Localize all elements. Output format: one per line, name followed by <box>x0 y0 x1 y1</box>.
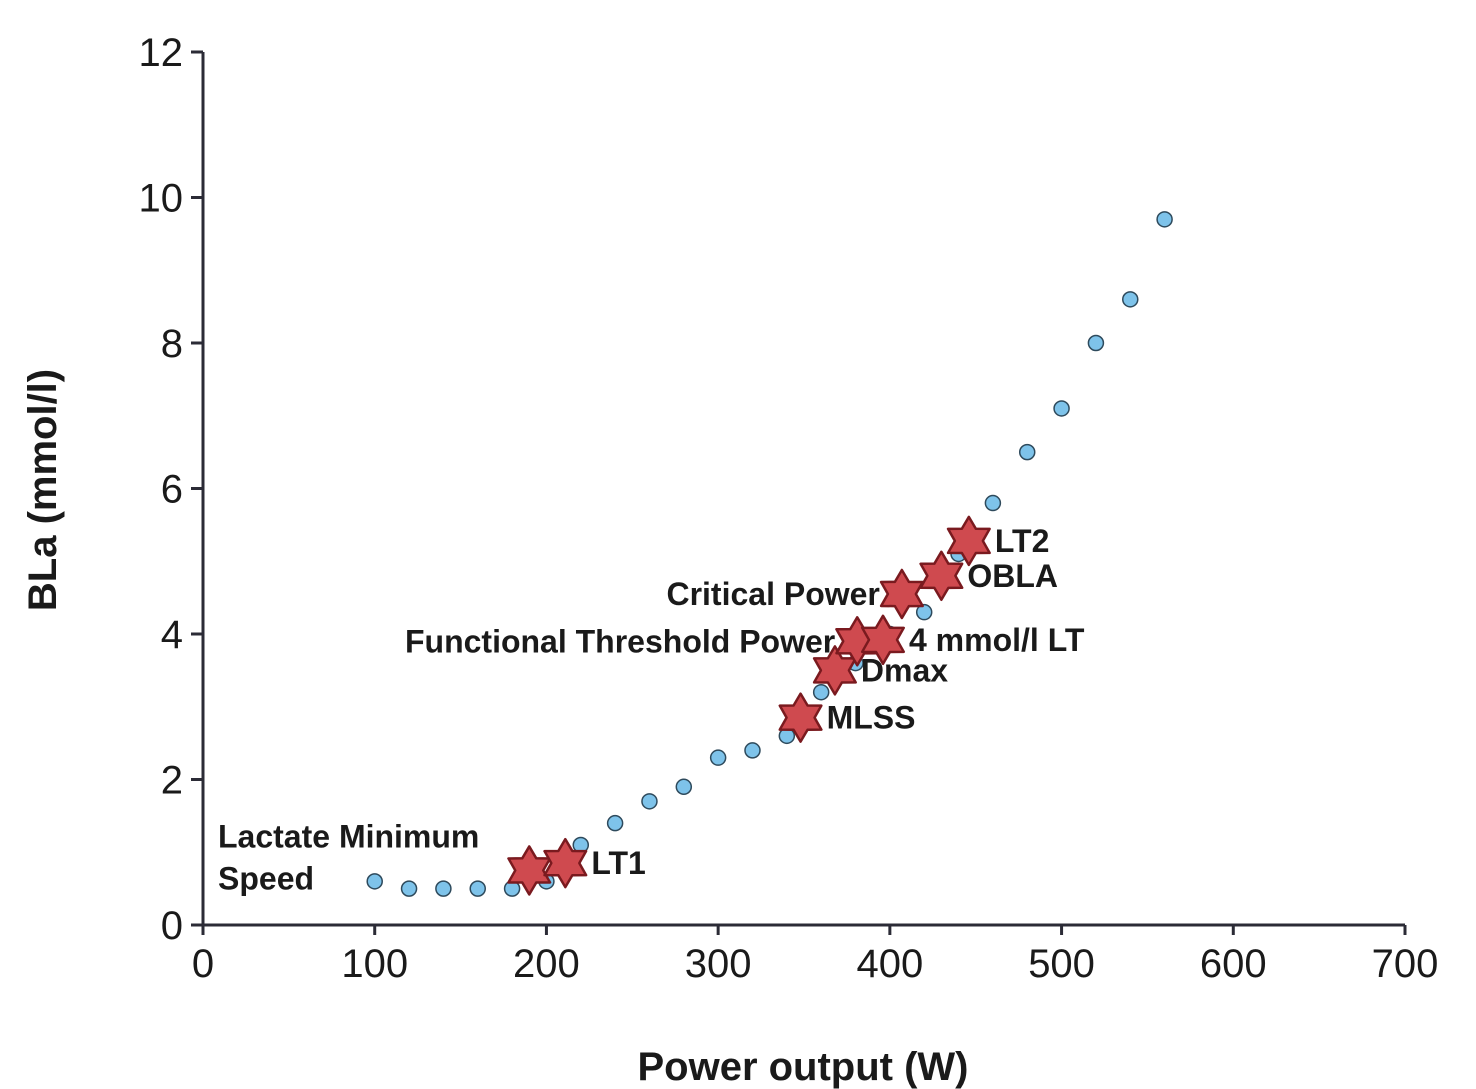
x-tick-label: 200 <box>513 942 580 986</box>
threshold-star <box>946 515 991 567</box>
y-tick-label: 0 <box>161 904 183 948</box>
x-tick-label: 0 <box>192 942 214 986</box>
threshold-star <box>919 550 964 602</box>
y-axis-title: BLa (mmol/l) <box>21 369 65 611</box>
data-point <box>606 814 624 832</box>
x-axis-title: Power output (W) <box>637 1045 968 1089</box>
threshold-label: MLSS <box>827 700 916 736</box>
ticks: 0 100 200 300 400 500 600 700 0 2 4 6 8 10 12 <box>139 31 1439 986</box>
x-tick-label: 700 <box>1372 942 1439 986</box>
y-tick-label: 6 <box>161 468 183 512</box>
y-tick-label: 2 <box>161 759 183 803</box>
x-tick-label: 600 <box>1200 942 1267 986</box>
threshold-label: LT1 <box>591 845 646 881</box>
threshold-label: LT2 <box>995 523 1050 559</box>
data-point <box>984 494 1002 512</box>
threshold-label: Lactate Minimum Speed <box>218 818 479 896</box>
data-point <box>400 880 418 897</box>
y-tick-label: 10 <box>139 177 184 221</box>
threshold-label: Functional Threshold Power <box>405 623 835 659</box>
data-point <box>1156 211 1173 228</box>
threshold-label: 4 mmol/l LT <box>909 622 1085 658</box>
x-tick-label: 500 <box>1028 942 1095 986</box>
data-point <box>1018 443 1036 461</box>
data-point <box>469 880 486 897</box>
threshold-labels: Lactate Minimum Speed LT1 MLSS Dmax Functiona… <box>218 523 1085 897</box>
axes <box>201 52 1405 927</box>
data-point <box>1087 334 1105 352</box>
data-point <box>709 749 727 766</box>
data-point <box>1053 400 1070 417</box>
data-point <box>744 742 761 759</box>
y-tick-label: 8 <box>161 322 183 366</box>
y-tick-label: 12 <box>139 31 184 75</box>
y-tick-label: 4 <box>161 613 183 657</box>
x-tick-label: 300 <box>685 942 752 986</box>
threshold-star <box>543 837 588 889</box>
data-point <box>1122 291 1139 308</box>
threshold-star <box>860 614 906 666</box>
data-points <box>366 211 1173 897</box>
x-tick-label: 400 <box>856 942 923 986</box>
data-point <box>915 603 933 621</box>
threshold-label: OBLA <box>967 558 1058 594</box>
x-tick-label: 100 <box>341 942 408 986</box>
threshold-markers <box>507 515 991 896</box>
data-point <box>641 793 658 810</box>
threshold-label: Dmax <box>861 652 948 688</box>
data-point <box>675 778 693 796</box>
data-point <box>812 683 830 701</box>
threshold-label: Critical Power <box>666 576 879 612</box>
data-point <box>435 880 452 897</box>
threshold-star <box>778 692 823 743</box>
data-point <box>366 873 383 890</box>
